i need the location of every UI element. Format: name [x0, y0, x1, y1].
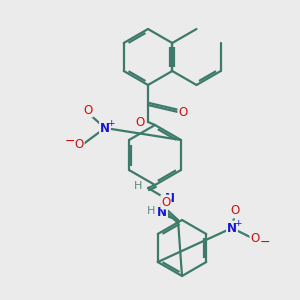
Text: N: N	[157, 206, 167, 220]
Text: O: O	[230, 205, 240, 218]
Text: O: O	[250, 232, 260, 244]
Text: O: O	[135, 116, 145, 128]
Text: O: O	[178, 106, 188, 118]
Text: O: O	[83, 103, 93, 116]
Text: N: N	[165, 191, 175, 205]
Text: +: +	[107, 118, 115, 127]
Text: +: +	[234, 218, 242, 227]
Text: N: N	[227, 221, 237, 235]
Text: O: O	[161, 196, 171, 208]
Text: O: O	[74, 139, 84, 152]
Text: H: H	[147, 206, 155, 216]
Text: −: −	[260, 236, 270, 248]
Text: −: −	[65, 134, 75, 148]
Text: H: H	[134, 181, 142, 191]
Text: N: N	[100, 122, 110, 134]
